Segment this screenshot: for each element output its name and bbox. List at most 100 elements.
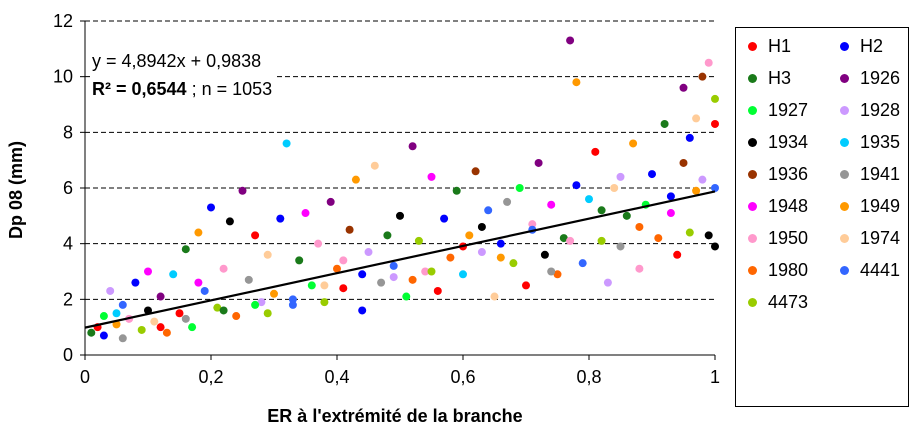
legend-item: 4473 (748, 292, 808, 312)
y-tick-label: 0 (63, 345, 73, 365)
data-point (692, 186, 701, 195)
data-point (232, 312, 241, 321)
data-point (251, 231, 260, 240)
data-point (131, 278, 140, 287)
data-point (181, 314, 190, 323)
data-point (654, 234, 663, 243)
legend-item: 1974 (840, 228, 900, 248)
x-axis-label: ER à l'extrémité de la branche (267, 406, 522, 426)
data-point (490, 292, 499, 301)
data-point (692, 114, 701, 123)
data-point (257, 298, 266, 307)
axes: 0 2 4 6 8 10 12 0 0,2 0,4 0,6 0,8 1 (53, 11, 720, 387)
data-point (440, 214, 449, 223)
data-point (282, 139, 291, 148)
legend-label: 4473 (768, 291, 809, 312)
data-point (320, 298, 329, 307)
data-point (553, 270, 562, 279)
data-point (288, 300, 297, 309)
data-point (225, 217, 234, 226)
data-point (711, 119, 719, 128)
trendline-layer (84, 190, 716, 329)
data-point (704, 58, 713, 67)
r2-row: R² = 0,6544 ; n = 1053 (92, 75, 272, 103)
legend: H1 H2 H3 1926 1927 1928 1934 1935 1936 1941 1948 19… (735, 27, 909, 407)
data-point (144, 267, 152, 276)
data-point (459, 270, 467, 279)
data-point (389, 273, 398, 282)
data-point (666, 192, 675, 201)
legend-label: 1928 (860, 99, 901, 120)
data-point (219, 306, 228, 315)
legend-marker (748, 169, 757, 179)
y-tick-label: 12 (53, 11, 73, 31)
legend-item: 4441 (840, 260, 900, 280)
data-point (585, 195, 593, 204)
data-point (339, 256, 348, 265)
legend-item: 1935 (840, 132, 900, 152)
data-point (421, 267, 430, 276)
data-point (389, 261, 398, 270)
data-point (534, 158, 543, 167)
data-point (660, 119, 669, 128)
legend-item: 1948 (748, 196, 808, 216)
data-point (263, 250, 272, 259)
data-point (364, 248, 373, 257)
data-point (679, 158, 688, 167)
data-point (427, 172, 436, 181)
data-point (156, 292, 165, 301)
data-point (301, 209, 310, 218)
y-axis-label: Dp 08 (mm) (6, 141, 26, 239)
data-point (181, 245, 190, 254)
data-point (244, 275, 253, 284)
data-point (251, 300, 260, 309)
y-tick-label: 10 (53, 67, 73, 87)
x-tick-label: 0,4 (324, 367, 349, 387)
data-point (711, 184, 719, 192)
data-point (99, 312, 108, 321)
data-point (87, 328, 96, 337)
data-point (370, 161, 379, 170)
legend-label: 1927 (768, 99, 809, 120)
data-point (578, 259, 587, 268)
data-point (402, 292, 411, 301)
data-point (471, 167, 480, 176)
legend-label: 1941 (860, 163, 901, 184)
data-point (175, 309, 184, 318)
data-point (559, 234, 568, 243)
data-point (200, 286, 209, 295)
legend-item: 1949 (840, 196, 900, 216)
legend-marker (840, 137, 849, 147)
legend-marker (840, 169, 849, 179)
data-point (238, 186, 247, 195)
data-point (194, 278, 203, 287)
legend-item: H1 (748, 36, 791, 56)
legend-label: 1980 (768, 259, 809, 280)
data-point (610, 184, 619, 192)
data-point (591, 147, 600, 156)
data-point (452, 186, 461, 195)
legend-label: 1948 (768, 195, 809, 216)
data-point (711, 242, 719, 251)
data-point (698, 72, 707, 81)
y-tick-label: 6 (63, 178, 73, 198)
legend-label: 1926 (860, 67, 901, 88)
data-point (194, 228, 203, 237)
data-point (307, 281, 316, 290)
legend-label: 1974 (860, 227, 901, 248)
data-point (414, 236, 423, 245)
legend-label: 1936 (768, 163, 809, 184)
data-point (635, 222, 644, 231)
data-point (622, 211, 631, 220)
legend-marker (748, 105, 757, 115)
data-point (484, 206, 493, 215)
legend-marker (840, 41, 849, 51)
data-point (648, 170, 656, 179)
data-point (711, 94, 719, 103)
data-point (320, 281, 329, 290)
data-point (383, 231, 392, 240)
data-point (496, 253, 505, 262)
legend-item: 1926 (840, 68, 900, 88)
legend-item: 1927 (748, 100, 808, 120)
legend-marker (840, 105, 849, 115)
